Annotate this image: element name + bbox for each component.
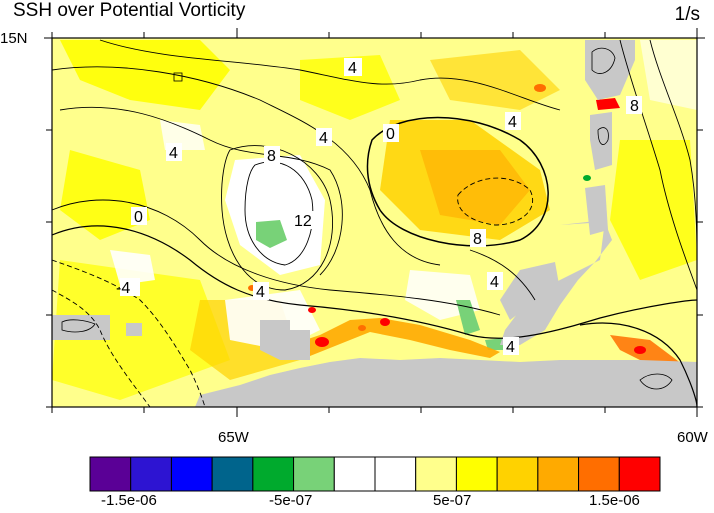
land-mask [260, 320, 310, 360]
contour-line [619, 39, 697, 291]
colorbar-swatch [618, 456, 661, 492]
contour-line [52, 225, 697, 339]
land-mask [585, 40, 635, 100]
field-patch [225, 155, 325, 275]
coastline [639, 373, 673, 390]
field-patch [290, 318, 500, 360]
colorbar-swatch [537, 456, 580, 492]
field-patch [456, 300, 480, 335]
land-mask [590, 112, 612, 170]
field-patch [640, 40, 697, 110]
contour-label: 0 [386, 126, 395, 143]
contour-line [52, 289, 151, 407]
contour-line [99, 39, 561, 111]
ssh-contours [52, 39, 697, 407]
field-patch [300, 55, 400, 120]
colorbar-swatch [374, 456, 417, 492]
coastline [61, 319, 96, 333]
colorbar-swatch [333, 456, 376, 492]
colorbar-swatch [293, 456, 335, 492]
colorbar-swatch [130, 456, 172, 492]
contour-label: 8 [473, 231, 482, 248]
colorbar-swatch [455, 456, 498, 492]
contour-label: 0 [134, 209, 143, 226]
land-mask [126, 323, 142, 336]
field-patch [60, 150, 150, 240]
x-tick-label: 60W [677, 429, 709, 446]
contour-line [579, 322, 697, 407]
field-patch [596, 98, 620, 110]
contour-line [221, 145, 334, 291]
field-patch [308, 307, 316, 313]
colorbar [89, 456, 661, 492]
land-mask [52, 315, 110, 340]
contour-line [457, 177, 533, 226]
field-patch [315, 337, 329, 347]
field-patch [583, 175, 591, 181]
contour-label: 4 [490, 274, 499, 291]
contour-label: 4 [319, 130, 328, 147]
colorbar-swatch [252, 456, 295, 492]
contour-label: 4 [508, 114, 517, 131]
units-label: 1/s [674, 4, 700, 25]
contour-label: 12 [294, 213, 312, 230]
contour-label: 4 [256, 284, 265, 301]
field-patch [430, 50, 560, 110]
field-patch [110, 250, 155, 285]
contour-label: 8 [267, 148, 276, 165]
contour-line [52, 66, 441, 266]
colorbar-tick-label: 1.5e-06 [589, 492, 640, 509]
chart-title: SSH over Potential Vorticity [13, 0, 246, 21]
contour-label: 4 [506, 339, 515, 356]
colorbar-labels: -1.5e-06 -5e-07 5e-07 1.5e-06 [101, 492, 640, 509]
contour-label: 4 [348, 60, 357, 77]
field-patch [420, 150, 530, 225]
coastline [591, 47, 616, 74]
field-patch [358, 325, 366, 331]
colorbar-swatch [496, 456, 539, 492]
x-tick-label: 65W [218, 429, 250, 446]
axis-ticks [44, 28, 705, 417]
field-patch [380, 318, 390, 326]
field-patch [485, 338, 505, 350]
map-field [52, 38, 697, 407]
colorbar-swatch [578, 456, 620, 492]
colorbar-tick-label: -1.5e-06 [101, 492, 157, 509]
contour-label: 4 [169, 145, 178, 162]
field-patch [256, 220, 287, 248]
contour-line [244, 161, 314, 266]
contour-label: 8 [630, 98, 639, 115]
contour-line [52, 259, 206, 407]
land-mask [195, 358, 697, 407]
contour-line [52, 199, 501, 316]
field-patch [610, 140, 697, 280]
contour-labels: 4 8 4 0 4 8 4 0 12 8 -4 4 4 4 [116, 58, 642, 356]
colorbar-tick-label: -5e-07 [269, 492, 312, 509]
field-patch [160, 120, 205, 150]
field-patch [534, 84, 546, 92]
colorbar-swatch [415, 456, 457, 492]
land-mask [500, 262, 560, 320]
contour-label: -4 [116, 280, 130, 297]
colorbar-swatch [211, 456, 254, 492]
colorbar-tick-label: 5e-07 [433, 492, 471, 509]
contour-line [469, 249, 536, 301]
colorbar-swatch [170, 456, 213, 492]
coastline [597, 127, 609, 145]
contour-line [366, 116, 549, 247]
field-patch [634, 346, 646, 354]
colorbar-swatch [89, 456, 132, 492]
y-tick-label: 15N [0, 30, 28, 47]
